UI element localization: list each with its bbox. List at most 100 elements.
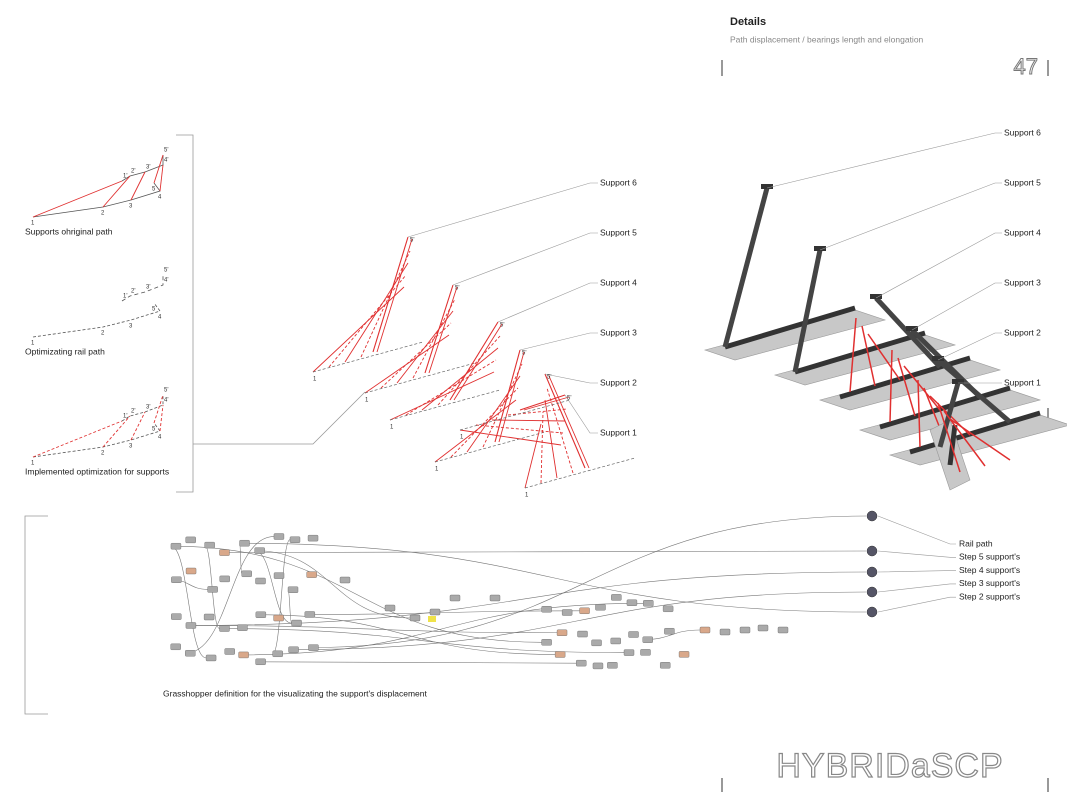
point-label: 4' bbox=[164, 278, 168, 284]
point-label: 4 bbox=[158, 315, 162, 321]
rail bbox=[459, 399, 571, 431]
support-label: Support 6 bbox=[1004, 127, 1041, 137]
point-label: 2' bbox=[131, 289, 135, 295]
leader bbox=[819, 182, 1002, 251]
point-label: 5 bbox=[152, 187, 156, 193]
subtitle: Path displacement / bearings length and … bbox=[730, 34, 924, 44]
point-label: 1 bbox=[460, 435, 464, 441]
wire bbox=[219, 550, 867, 553]
brackets bbox=[24, 134, 366, 715]
support-path bbox=[389, 371, 495, 421]
point-label: 3 bbox=[129, 324, 133, 330]
bearing bbox=[861, 325, 876, 387]
gh-component bbox=[304, 611, 316, 618]
support-label: Support 1 bbox=[1004, 377, 1041, 387]
output-label: Rail path bbox=[959, 538, 993, 548]
gh-component bbox=[449, 594, 461, 602]
post-cap bbox=[761, 184, 773, 189]
leader bbox=[877, 596, 956, 613]
wire bbox=[254, 550, 411, 619]
point-label: 1 bbox=[390, 425, 394, 431]
wire bbox=[304, 610, 580, 615]
gh-component bbox=[185, 536, 196, 544]
support-path bbox=[405, 359, 497, 416]
gh-component bbox=[273, 533, 285, 540]
support-label: Support 5 bbox=[1004, 177, 1041, 187]
gh-component bbox=[289, 536, 301, 543]
wire bbox=[239, 542, 867, 613]
gh-component bbox=[429, 608, 441, 616]
grasshopper-caption: Grasshopper definition for the visualiza… bbox=[163, 688, 427, 698]
leader bbox=[519, 332, 598, 351]
point-label: 1' bbox=[123, 174, 127, 180]
rail bbox=[434, 431, 546, 463]
gh-component bbox=[577, 630, 588, 638]
point-label: 2 bbox=[101, 451, 105, 457]
wire bbox=[185, 625, 558, 634]
point-label: 5 bbox=[152, 307, 156, 313]
support-label: Support 1 bbox=[600, 427, 637, 437]
gh-component bbox=[239, 540, 250, 547]
gh-component bbox=[170, 543, 182, 550]
post-cap bbox=[932, 356, 944, 361]
post-cap bbox=[952, 379, 964, 384]
gh-output bbox=[866, 586, 878, 598]
rail bbox=[389, 389, 501, 421]
gh-component bbox=[171, 613, 182, 620]
support-path bbox=[380, 322, 452, 389]
leader bbox=[875, 232, 1002, 299]
wire bbox=[219, 628, 625, 653]
gh-component bbox=[288, 646, 299, 653]
leader bbox=[911, 282, 1002, 331]
crop-marks bbox=[721, 60, 1049, 792]
support-post bbox=[792, 249, 823, 373]
rail bbox=[364, 362, 476, 394]
logo: HYBRIDaSCP bbox=[776, 747, 1003, 785]
diagram-caption: Implemented optimization for supports bbox=[25, 466, 169, 476]
displacement bbox=[130, 411, 146, 441]
gh-component bbox=[561, 609, 573, 616]
gh-component bbox=[254, 547, 265, 554]
gh-component bbox=[595, 604, 606, 611]
gh-component bbox=[640, 649, 651, 656]
gh-component bbox=[339, 576, 351, 584]
point-label: 2 bbox=[101, 211, 105, 217]
support-label: Support 2 bbox=[1004, 327, 1041, 337]
point-label: 1 bbox=[31, 461, 35, 467]
support-rail bbox=[947, 424, 958, 466]
support-path bbox=[482, 363, 523, 448]
displacement bbox=[159, 164, 164, 192]
gh-component bbox=[626, 599, 638, 606]
support-label: Support 3 bbox=[1004, 277, 1041, 287]
wire bbox=[170, 545, 542, 643]
gh-component bbox=[662, 605, 674, 612]
point-label: 5' bbox=[164, 268, 168, 274]
support-path bbox=[491, 419, 566, 422]
support-post bbox=[874, 296, 942, 369]
gh-output bbox=[866, 545, 878, 557]
support-path bbox=[396, 310, 454, 384]
wire bbox=[185, 571, 867, 626]
leader bbox=[766, 132, 1002, 189]
point-label: 5' bbox=[455, 286, 459, 292]
support-path bbox=[498, 351, 525, 443]
gh-component bbox=[219, 625, 230, 632]
gh-component bbox=[241, 570, 252, 577]
bearing bbox=[867, 333, 901, 381]
post-cap bbox=[870, 294, 882, 299]
point-label: 1' bbox=[123, 294, 127, 300]
gh-component bbox=[207, 586, 218, 593]
gh-output bbox=[866, 566, 878, 578]
support-rail bbox=[794, 330, 926, 375]
support-post bbox=[937, 382, 961, 448]
gh-component bbox=[384, 604, 396, 612]
gh-component bbox=[307, 534, 319, 542]
point-label: 4 bbox=[158, 435, 162, 441]
gh-component bbox=[757, 624, 769, 632]
support-label: Support 2 bbox=[600, 377, 637, 387]
point-label: 1 bbox=[435, 467, 439, 473]
gh-component bbox=[238, 651, 249, 659]
page-number: 47 bbox=[1014, 54, 1038, 79]
support-path bbox=[475, 424, 564, 434]
point-label: 1 bbox=[31, 341, 35, 347]
